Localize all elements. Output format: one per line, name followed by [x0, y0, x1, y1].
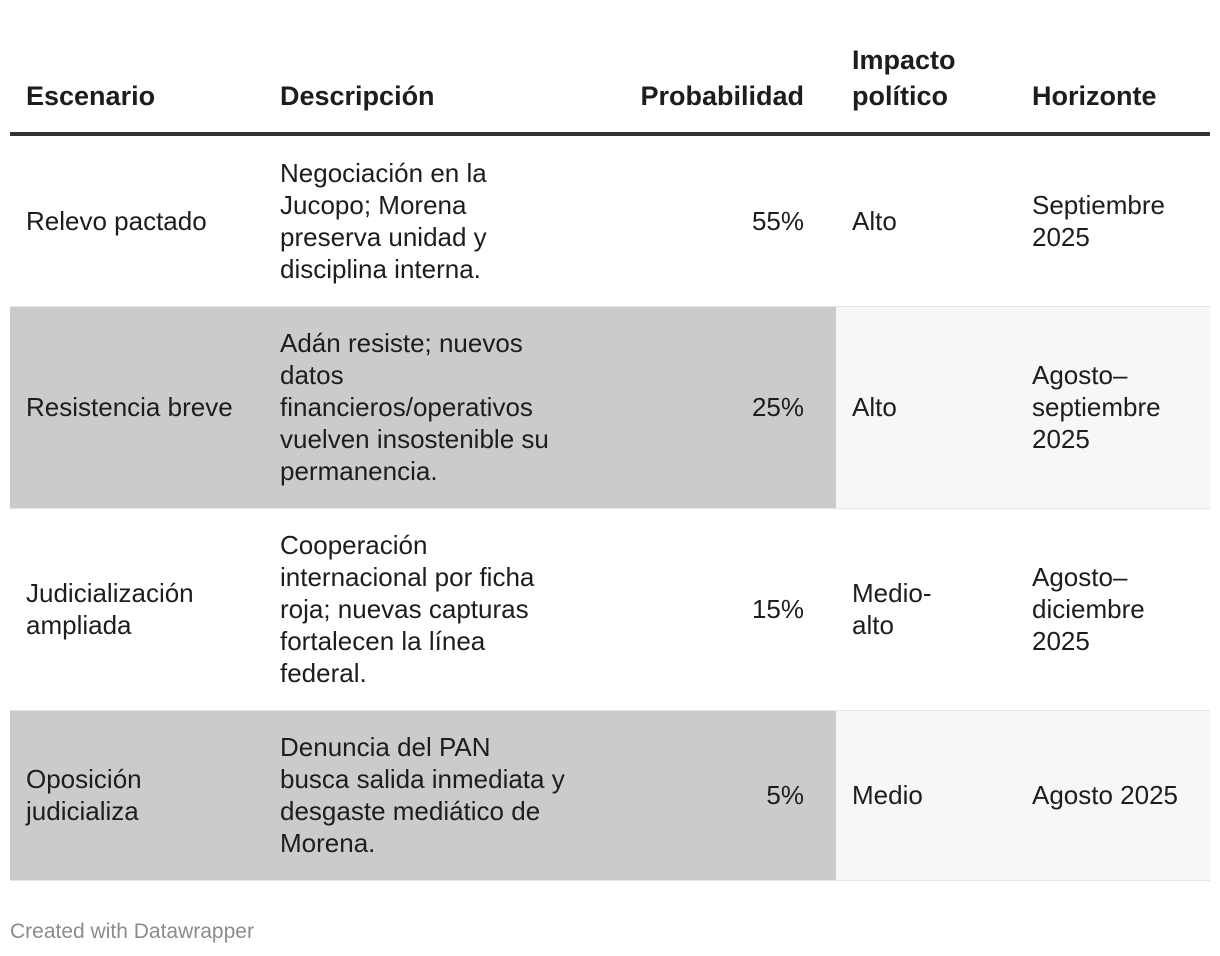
descripcion-text: Cooperación internacional por ficha roja…: [280, 530, 535, 688]
cell-escenario: Oposición judicializa: [10, 710, 264, 881]
escenario-text: Judicialización ampliada: [26, 578, 194, 640]
cell-horizonte: Agosto 2025: [1016, 710, 1210, 881]
cell-horizonte: Agosto–diciembre 2025: [1016, 508, 1210, 711]
cell-descripcion: Negociación en la Jucopo; Morena preserv…: [264, 134, 568, 307]
cell-probabilidad: 5%: [568, 710, 836, 881]
horizonte-text: Agosto 2025: [1032, 780, 1179, 810]
cell-impacto: Alto: [836, 306, 1016, 509]
cell-probabilidad: 25%: [568, 306, 836, 509]
escenario-text: Oposición judicializa: [26, 764, 142, 826]
cell-impacto: Alto: [836, 134, 1016, 307]
cell-escenario: Resistencia breve: [10, 306, 264, 509]
header-escenario: Escenario: [10, 0, 264, 136]
cell-horizonte: Agosto–septiembre 2025: [1016, 306, 1210, 509]
impacto-text: Medio-alto: [852, 578, 932, 640]
descripcion-text: Denuncia del PAN busca salida inmediata …: [280, 732, 565, 858]
impacto-text: Alto: [852, 392, 897, 422]
cell-impacto: Medio: [836, 710, 1016, 881]
cell-probabilidad: 15%: [568, 508, 836, 711]
cell-escenario: Relevo pactado: [10, 134, 264, 307]
table-header-row: Escenario Descripción Probabilidad Impac…: [10, 0, 1210, 136]
descripcion-text: Negociación en la Jucopo; Morena preserv…: [280, 157, 487, 284]
cell-escenario: Judicialización ampliada: [10, 508, 264, 711]
header-impacto-politico: Impacto político: [836, 0, 1016, 136]
table-row: Relevo pactado Negociación en la Jucopo;…: [10, 134, 1210, 307]
data-table: Escenario Descripción Probabilidad Impac…: [10, 0, 1210, 881]
escenario-text: Relevo pactado: [26, 205, 207, 236]
header-descripcion: Descripción: [264, 0, 568, 136]
header-horizonte: Horizonte: [1016, 0, 1210, 136]
table-row: Judicialización ampliada Cooperación int…: [10, 508, 1210, 711]
cell-descripcion: Cooperación internacional por ficha roja…: [264, 508, 568, 711]
horizonte-text: Agosto–diciembre 2025: [1032, 562, 1145, 656]
cell-horizonte: Septiembre 2025: [1016, 134, 1210, 307]
scenario-table: Escenario Descripción Probabilidad Impac…: [10, 0, 1210, 881]
cell-impacto: Medio-alto: [836, 508, 1016, 711]
header-impacto-label: Impacto político: [852, 45, 956, 111]
escenario-text: Resistencia breve: [26, 392, 233, 422]
table-row: Resistencia breve Adán resiste; nuevos d…: [10, 306, 1210, 509]
cell-descripcion: Adán resiste; nuevos datos financieros/o…: [264, 306, 568, 509]
table-row: Oposición judicializa Denuncia del PAN b…: [10, 710, 1210, 881]
cell-descripcion: Denuncia del PAN busca salida inmediata …: [264, 710, 568, 881]
impacto-text: Alto: [852, 205, 897, 236]
horizonte-text: Agosto–septiembre 2025: [1032, 360, 1161, 454]
horizonte-text: Septiembre 2025: [1032, 189, 1165, 252]
descripcion-text: Adán resiste; nuevos datos financieros/o…: [280, 328, 549, 486]
cell-probabilidad: 55%: [568, 134, 836, 307]
header-probabilidad: Probabilidad: [568, 0, 836, 136]
impacto-text: Medio: [852, 780, 923, 810]
datawrapper-credit: Created with Datawrapper: [10, 920, 254, 943]
